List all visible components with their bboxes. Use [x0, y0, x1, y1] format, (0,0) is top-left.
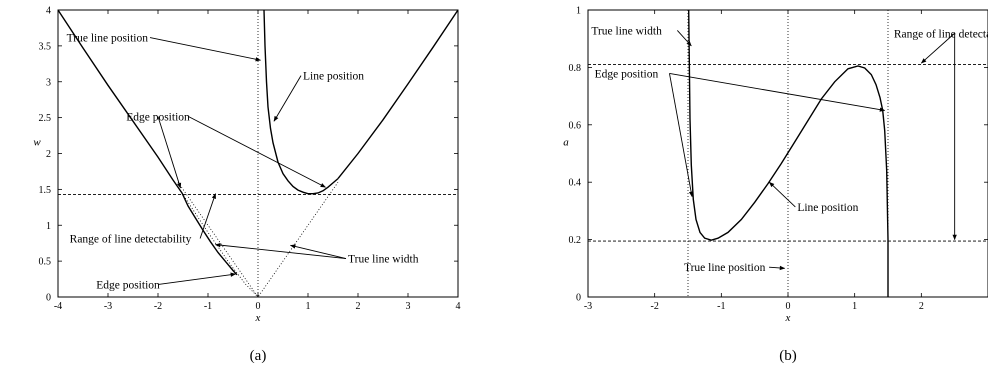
- y-tick-label: 0.4: [569, 178, 582, 189]
- annotation-arrow: [149, 37, 262, 62]
- x-axis-label: x: [785, 312, 791, 324]
- x-tick-label: 0: [786, 301, 791, 312]
- y-tick-label: 4: [46, 6, 51, 17]
- x-tick-label: 3: [406, 301, 411, 312]
- edge-position-curve: [57, 9, 238, 276]
- annotation-label: Edge position: [96, 279, 160, 291]
- x-tick-label: 1: [852, 301, 857, 312]
- annotation-arrow: [289, 244, 347, 259]
- annotation-arrow: [188, 116, 326, 188]
- annotation-label: True line width: [348, 254, 419, 266]
- line-position-curve: [263, 9, 339, 195]
- y-tick-label: 0.5: [39, 257, 52, 268]
- x-tick-label: -1: [717, 301, 725, 312]
- y-tick-label: 3: [46, 77, 51, 88]
- annotation-arrow: [273, 75, 302, 122]
- panel-caption: (b): [779, 348, 797, 364]
- panel-caption: (a): [250, 348, 267, 364]
- annotation-arrow: [158, 272, 237, 285]
- line-position-curve: [688, 9, 889, 297]
- y-tick-label: 0.6: [569, 120, 582, 131]
- y-tick-label: 0.2: [569, 235, 582, 246]
- x-tick-label: 0: [256, 301, 261, 312]
- annotation-label: True line position: [684, 262, 766, 274]
- x-tick-label: -1: [204, 301, 212, 312]
- x-tick-label: -2: [154, 301, 162, 312]
- y-tick-label: 1.5: [39, 185, 52, 196]
- annotation-label: True line width: [591, 25, 662, 37]
- x-axis-label: x: [255, 312, 261, 324]
- edge-position-curve: [337, 9, 459, 180]
- annotation-arrow: [214, 242, 347, 260]
- annotation-label: Line position: [303, 71, 364, 83]
- y-tick-label: 2: [46, 149, 51, 160]
- x-tick-label: -4: [54, 301, 62, 312]
- y-tick-label: 0: [46, 293, 51, 304]
- true-line-width-curve: [181, 192, 259, 298]
- x-tick-label: -3: [584, 301, 592, 312]
- y-tick-label: 1: [576, 6, 581, 17]
- plot-frame: [57, 9, 459, 298]
- annotation-arrow: [676, 30, 692, 47]
- y-tick-label: 3.5: [39, 41, 52, 52]
- y-tick-label: 0.8: [569, 63, 582, 74]
- annotation-arrow: [920, 32, 955, 64]
- annotation-arrow: [768, 181, 796, 208]
- y-tick-label: 2.5: [39, 113, 52, 124]
- y-tick-label: 1: [46, 221, 51, 232]
- annotation-label: Line position: [797, 202, 858, 214]
- y-axis-label: w: [33, 137, 41, 149]
- annotation-label: Range of line detectability: [70, 233, 192, 245]
- x-tick-label: 1: [306, 301, 311, 312]
- x-tick-label: -2: [650, 301, 658, 312]
- annotation-arrow: [669, 73, 886, 112]
- x-tick-label: 2: [356, 301, 361, 312]
- y-tick-label: 0: [576, 293, 581, 304]
- x-tick-label: -3: [104, 301, 112, 312]
- annotation-arrow: [157, 116, 182, 189]
- x-tick-label: 4: [456, 301, 461, 312]
- x-tick-label: 2: [919, 301, 924, 312]
- plot-frame: [587, 9, 988, 298]
- annotation-label: Range of line detectability: [894, 28, 988, 40]
- y-axis-label: a: [563, 137, 569, 149]
- annotation-arrow: [199, 193, 216, 239]
- annotation-arrow: [769, 265, 786, 271]
- annotation-label: Edge position: [595, 68, 659, 80]
- annotation-label: True line position: [67, 33, 149, 45]
- annotation-arrow: [669, 73, 694, 198]
